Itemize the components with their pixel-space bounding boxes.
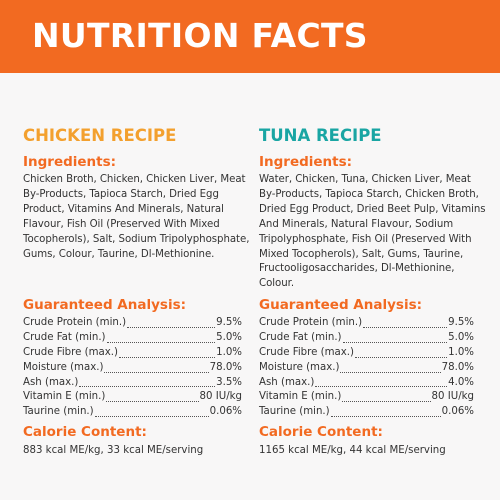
analysis-row: Crude Fibre (max.) 1.0% (259, 346, 474, 361)
analysis-label: Moisture (max.) (23, 361, 104, 373)
analysis-row: Taurine (min.) 0.06% (259, 405, 474, 420)
chicken-analysis-list: Crude Protein (min.) 9.5% Crude Fat (min… (23, 316, 242, 420)
analysis-row: Crude Fibre (max.) 1.0% (23, 346, 242, 361)
page-title: NUTRITION FACTS (32, 16, 368, 55)
chicken-calorie-text: 883 kcal ME/kg, 33 kcal ME/serving (23, 445, 204, 456)
analysis-row: Vitamin E (min.) 80 IU/kg (259, 390, 474, 405)
analysis-row: Moisture (max.) 78.0% (23, 361, 242, 376)
chicken-recipe-title: CHICKEN RECIPE (23, 126, 177, 145)
analysis-value: 3.5% (216, 376, 242, 388)
analysis-label: Crude Fibre (max.) (23, 346, 118, 358)
analysis-value: 9.5% (216, 317, 242, 328)
analysis-row: Taurine (min.) 0.06% (23, 405, 242, 420)
analysis-row: Crude Protein (min.) 9.5% (259, 316, 474, 331)
analysis-row: Crude Fat (min.) 5.0% (259, 331, 474, 346)
analysis-value: 5.0% (448, 331, 474, 343)
analysis-value: 9.5% (448, 317, 474, 328)
leader-dots (330, 416, 441, 418)
analysis-value: 78.0% (441, 361, 474, 373)
leader-dots (127, 326, 216, 328)
analysis-label: Moisture (max.) (259, 361, 340, 373)
leader-dots (363, 326, 448, 328)
analysis-value: 0.06% (441, 406, 474, 418)
analysis-value: 5.0% (216, 331, 242, 343)
analysis-label: Crude Fat (min.) (23, 331, 106, 343)
tuna-calorie-text: 1165 kcal ME/kg, 44 kcal ME/serving (259, 445, 446, 456)
analysis-label: Vitamin E (min.) (23, 391, 106, 403)
analysis-row: Vitamin E (min.) 80 IU/kg (23, 390, 242, 405)
leader-dots (342, 401, 431, 403)
leader-dots (106, 341, 216, 343)
chicken-calorie-heading: Calorie Content: (23, 424, 147, 440)
analysis-label: Crude Protein (min.) (259, 317, 363, 328)
leader-dots (315, 386, 448, 388)
analysis-value: 1.0% (216, 346, 242, 358)
leader-dots (79, 386, 216, 388)
leader-dots (340, 371, 441, 373)
analysis-label: Ash (max.) (259, 376, 315, 388)
leader-dots (106, 401, 199, 403)
chicken-analysis-heading: Guaranteed Analysis: (23, 297, 187, 313)
analysis-row: Moisture (max.) 78.0% (259, 361, 474, 376)
tuna-ingredients-text: Water, Chicken, Tuna, Chicken Liver, Mea… (259, 174, 486, 290)
leader-dots (119, 356, 216, 358)
tuna-calorie-heading: Calorie Content: (259, 424, 383, 440)
analysis-value: 78.0% (209, 361, 242, 373)
analysis-value: 80 IU/kg (199, 391, 242, 403)
tuna-analysis-list: Crude Protein (min.) 9.5% Crude Fat (min… (259, 316, 474, 420)
analysis-value: 1.0% (448, 346, 474, 358)
chicken-recipe-column: CHICKEN RECIPE Ingredients: Chicken Brot… (23, 126, 251, 456)
tuna-analysis-heading: Guaranteed Analysis: (259, 297, 423, 313)
tuna-recipe-column: TUNA RECIPE Ingredients: Water, Chicken,… (259, 126, 487, 456)
analysis-label: Ash (max.) (23, 376, 79, 388)
analysis-row: Ash (max.) 3.5% (23, 376, 242, 391)
analysis-label: Crude Fibre (max.) (259, 346, 354, 358)
chicken-ingredients-heading: Ingredients: (23, 154, 117, 170)
analysis-value: 80 IU/kg (431, 391, 474, 403)
header-banner: NUTRITION FACTS (0, 0, 500, 73)
leader-dots (104, 371, 209, 373)
analysis-label: Crude Fat (min.) (259, 331, 342, 343)
leader-dots (355, 356, 448, 358)
leader-dots (94, 416, 209, 418)
analysis-value: 0.06% (209, 406, 242, 418)
leader-dots (342, 341, 448, 343)
tuna-ingredients-heading: Ingredients: (259, 154, 353, 170)
analysis-value: 4.0% (448, 376, 474, 388)
tuna-recipe-title: TUNA RECIPE (259, 126, 382, 145)
analysis-row: Ash (max.) 4.0% (259, 376, 474, 391)
chicken-ingredients-text: Chicken Broth, Chicken, Chicken Liver, M… (23, 174, 250, 260)
analysis-label: Vitamin E (min.) (259, 391, 342, 403)
analysis-label: Taurine (min.) (259, 406, 330, 418)
analysis-row: Crude Fat (min.) 5.0% (23, 331, 242, 346)
analysis-label: Taurine (min.) (23, 406, 94, 418)
analysis-row: Crude Protein (min.) 9.5% (23, 316, 242, 331)
analysis-label: Crude Protein (min.) (23, 317, 127, 328)
